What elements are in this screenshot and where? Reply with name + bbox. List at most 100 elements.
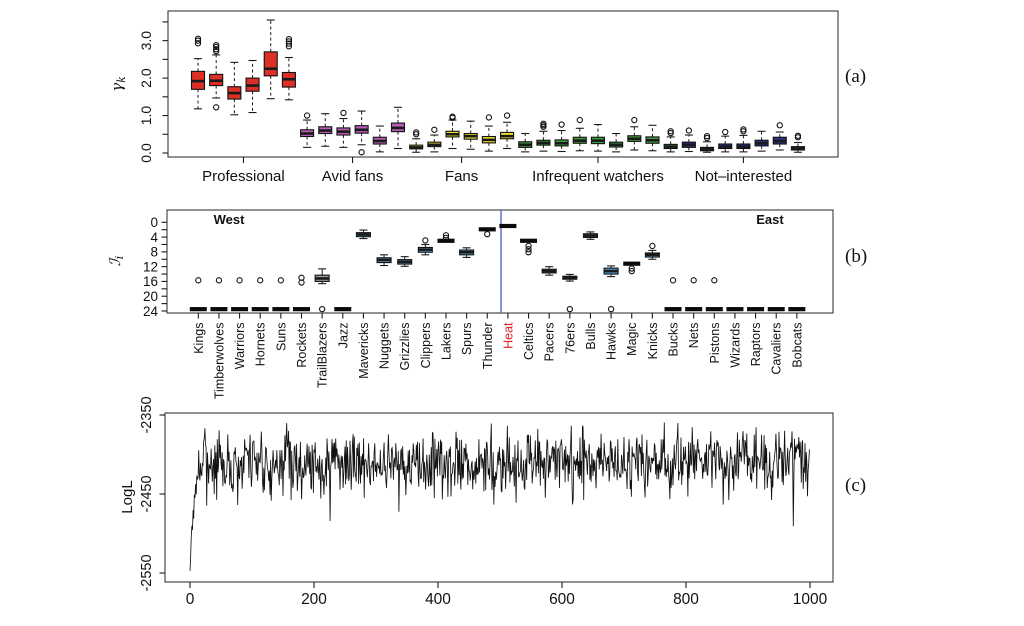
team-label: Raptors bbox=[749, 323, 763, 367]
outlier-point bbox=[277, 277, 285, 284]
outlier-point bbox=[485, 114, 493, 121]
outlier-point bbox=[449, 113, 456, 120]
outlier-point bbox=[298, 279, 305, 286]
outlier-point bbox=[740, 128, 747, 135]
y-tick-label: -2450 bbox=[139, 475, 155, 512]
y-tick-label: 4 bbox=[150, 230, 158, 245]
outlier-point bbox=[558, 121, 565, 128]
outlier-point bbox=[607, 306, 615, 313]
y-tick-label: 0.0 bbox=[138, 143, 154, 163]
outlier-point bbox=[358, 149, 365, 156]
team-label: Hawks bbox=[605, 323, 619, 361]
degenerate-bar bbox=[272, 307, 290, 312]
outlier-point bbox=[566, 306, 573, 313]
outlier-point bbox=[213, 41, 220, 49]
y-tick-label: 2.0 bbox=[138, 68, 154, 88]
team-label: Rockets bbox=[295, 323, 309, 368]
outlier-point bbox=[285, 40, 293, 47]
y-axis-title-gamma-k: γk bbox=[108, 76, 128, 92]
team-label: 76ers bbox=[563, 323, 577, 354]
panel-c-frame bbox=[164, 412, 834, 583]
degenerate-bar bbox=[747, 307, 765, 312]
outlier-point bbox=[213, 47, 220, 55]
outlier-point bbox=[690, 277, 697, 284]
outlier-point bbox=[628, 265, 635, 272]
degenerate-bar bbox=[334, 307, 352, 312]
outlier-point bbox=[213, 104, 220, 111]
x-tick-label: 400 bbox=[425, 591, 451, 608]
outlier-point bbox=[525, 249, 532, 256]
y-tick-label: 1.0 bbox=[138, 106, 154, 126]
y-tick-label: 24 bbox=[143, 304, 159, 319]
team-label: Bucks bbox=[667, 323, 681, 357]
team-label: Knicks bbox=[646, 323, 660, 360]
outlier-point bbox=[711, 277, 718, 284]
degenerate-bar bbox=[478, 227, 496, 232]
y-tick-label: -2350 bbox=[139, 396, 155, 433]
outlier-point bbox=[685, 127, 693, 134]
outlier-point bbox=[285, 38, 293, 45]
group-label: Not–interested bbox=[695, 168, 793, 185]
outlier-point bbox=[303, 112, 311, 119]
outlier-point bbox=[631, 116, 638, 124]
degenerate-bar bbox=[293, 307, 310, 312]
outlier-point bbox=[649, 242, 656, 250]
team-label: Mavericks bbox=[357, 323, 371, 379]
outlier-point bbox=[722, 128, 729, 136]
outlier-point bbox=[503, 112, 511, 119]
y-axis-title-logl: LogL bbox=[119, 480, 136, 513]
outlier-point bbox=[413, 129, 420, 136]
outlier-point bbox=[740, 126, 747, 133]
y-tick-label: 12 bbox=[143, 259, 158, 274]
outlier-point bbox=[431, 126, 438, 133]
panel-label-a: (a) bbox=[845, 66, 867, 87]
panel-label-c: (c) bbox=[845, 475, 867, 496]
team-label: Cavaliers bbox=[770, 323, 784, 375]
x-tick-label: 1000 bbox=[793, 591, 828, 608]
y-tick-label: 8 bbox=[150, 245, 158, 260]
outlier-point bbox=[540, 120, 547, 127]
outlier-point bbox=[576, 116, 583, 124]
team-label: Timberwolves bbox=[212, 323, 226, 400]
team-label: Nuggets bbox=[378, 323, 392, 370]
panel-label-b: (b) bbox=[845, 246, 868, 267]
group-label: Fans bbox=[445, 168, 478, 185]
team-label: Lakers bbox=[439, 323, 453, 361]
east-label: East bbox=[756, 212, 784, 227]
team-label: Clippers bbox=[419, 323, 433, 369]
team-label: Magic bbox=[625, 323, 639, 356]
outlier-point bbox=[703, 134, 711, 142]
west-label: West bbox=[214, 212, 245, 227]
y-tick-label: 3.0 bbox=[138, 31, 154, 51]
outlier-point bbox=[628, 267, 635, 275]
outlier-point bbox=[236, 277, 243, 284]
outlier-point bbox=[195, 277, 202, 284]
degenerate-bar bbox=[520, 238, 538, 243]
degenerate-bar bbox=[726, 307, 744, 312]
team-label: Wizards bbox=[728, 323, 742, 368]
logl-trace-line bbox=[189, 422, 810, 571]
team-label: Pistons bbox=[708, 323, 722, 364]
degenerate-bar bbox=[189, 307, 207, 312]
outlier-point bbox=[213, 46, 220, 53]
degenerate-bar bbox=[685, 307, 703, 312]
outlier-point bbox=[667, 128, 674, 135]
outlier-point bbox=[257, 277, 264, 284]
outlier-point bbox=[667, 130, 674, 137]
team-label: Celtics bbox=[522, 323, 536, 361]
outlier-point bbox=[703, 132, 711, 140]
panel-b-frame bbox=[166, 209, 834, 314]
outlier-point bbox=[215, 277, 223, 284]
outlier-point bbox=[285, 36, 293, 43]
boxplot-box bbox=[263, 51, 278, 77]
outlier-point bbox=[776, 122, 783, 129]
x-tick-label: 800 bbox=[673, 591, 699, 608]
degenerate-bar bbox=[664, 307, 682, 312]
group-label: Infrequent watchers bbox=[532, 168, 664, 185]
team-label: Heat bbox=[501, 322, 515, 349]
outlier-point bbox=[194, 37, 202, 44]
outlier-point bbox=[669, 277, 677, 284]
outlier-point bbox=[442, 234, 450, 241]
outlier-point bbox=[794, 132, 802, 139]
